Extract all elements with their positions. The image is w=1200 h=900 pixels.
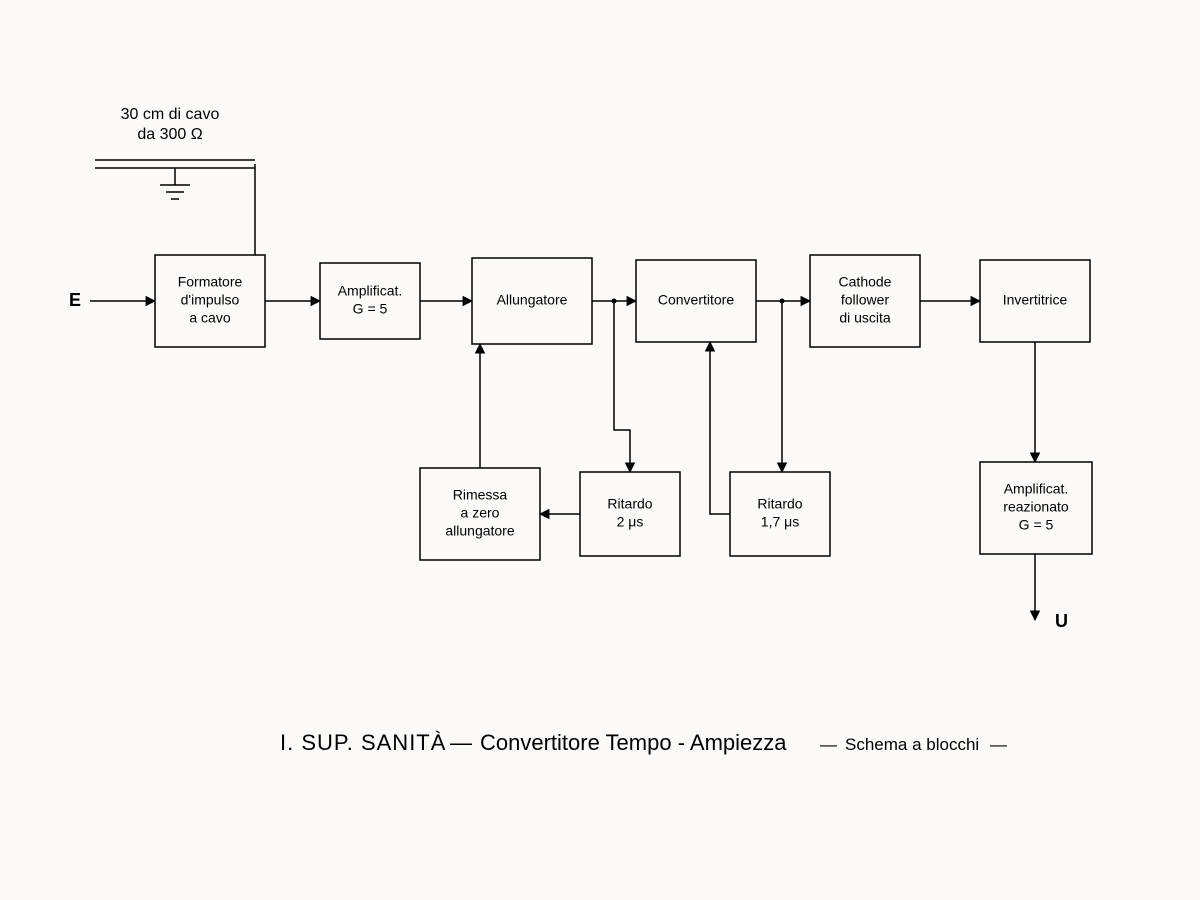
block-amplificat2-line0: Amplificat. xyxy=(1004,481,1069,497)
block-rimessa-line1: a zero xyxy=(461,505,500,521)
block-cathode-line0: Cathode xyxy=(839,274,892,290)
block-ritardo2-line0: Ritardo xyxy=(607,496,652,512)
block-rimessa-line2: allungatore xyxy=(445,523,514,539)
block-formatore-line0: Formatore xyxy=(178,274,243,290)
block-ritardo17-line1: 1,7 μs xyxy=(761,514,799,530)
block-amplificat1-line1: G = 5 xyxy=(353,301,388,317)
block-ritardo2-line1: 2 μs xyxy=(617,514,644,530)
caption-dash2: — xyxy=(820,735,837,754)
block-formatore-line1: d'impulso xyxy=(181,292,240,308)
block-invertitrice-line0: Invertitrice xyxy=(1003,292,1068,308)
caption-suffix: Schema a blocchi xyxy=(845,735,979,754)
caption-main: Convertitore Tempo - Ampiezza xyxy=(480,730,787,755)
wire-ritardo17-conv xyxy=(710,342,730,514)
output-label: U xyxy=(1055,611,1068,631)
caption-prefix: I. SUP. SANITÀ xyxy=(280,730,446,755)
block-convertitore-line0: Convertitore xyxy=(658,292,734,308)
block-allungatore-line0: Allungatore xyxy=(497,292,568,308)
block-formatore-line2: a cavo xyxy=(189,310,230,326)
block-rimessa-line0: Rimessa xyxy=(453,487,508,503)
block-amplificat2-line1: reazionato xyxy=(1003,499,1069,515)
cable-symbol: 30 cm di cavo da 300 Ω xyxy=(95,106,255,255)
caption: I. SUP. SANITÀ — Convertitore Tempo - Am… xyxy=(280,730,1007,755)
block-ritardo17-line0: Ritardo xyxy=(757,496,802,512)
caption-dash3: — xyxy=(990,735,1007,754)
caption-dash1: — xyxy=(450,730,472,755)
cable-label-1: 30 cm di cavo xyxy=(121,106,220,123)
cable-label-2: da 300 Ω xyxy=(137,126,202,143)
wire-tap-ritardo2 xyxy=(614,301,630,472)
block-amplificat2-line2: G = 5 xyxy=(1019,517,1054,533)
block-amplificat1-line0: Amplificat. xyxy=(338,283,403,299)
block-cathode-line1: follower xyxy=(841,292,890,308)
input-label: E xyxy=(69,290,81,310)
block-cathode-line2: di uscita xyxy=(839,310,891,326)
